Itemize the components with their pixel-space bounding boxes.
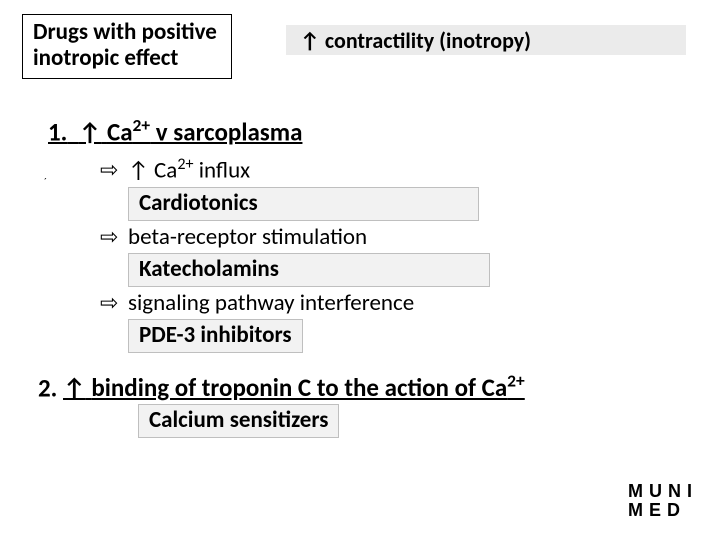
bullet-1-text: ↑ Ca2+ influx — [128, 155, 250, 185]
bullet-list: ⇨ ↑ Ca2+ influx Cardiotonics ⇨ beta-rece… — [100, 155, 490, 355]
arrow-icon: ⇨ — [100, 289, 128, 316]
bullet-2-box: Katecholamins — [128, 253, 490, 287]
logo-line2: MED — [628, 501, 698, 520]
title-box: Drugs with positive inotropic effect — [22, 14, 232, 79]
logo-line1: MUNI — [628, 482, 698, 501]
subtitle-highlight: ↑ contractility (inotropy) — [286, 25, 686, 55]
bullet-3-box: PDE-3 inhibitors — [128, 319, 490, 353]
section-2-heading: 2. ↑ binding of troponin C to the action… — [38, 370, 525, 403]
bullet-1: ⇨ ↑ Ca2+ influx — [100, 155, 490, 185]
stray-mark: ´ — [44, 175, 47, 188]
section-2-box: Calcium sensitizers — [138, 404, 339, 438]
bullet-3-text: signaling pathway interference — [128, 289, 414, 317]
subtitle-text: ↑ contractility (inotropy) — [300, 27, 531, 54]
muni-med-logo: MUNI MED — [628, 482, 698, 520]
bullet-2: ⇨ beta-receptor stimulation — [100, 223, 490, 251]
title-line1: Drugs with positive — [33, 18, 217, 46]
bullet-3: ⇨ signaling pathway interference — [100, 289, 490, 317]
arrow-icon: ⇨ — [100, 223, 128, 250]
arrow-icon: ⇨ — [100, 156, 128, 183]
title-line2: inotropic effect — [33, 44, 178, 72]
bullet-1-box: Cardiotonics — [128, 187, 490, 221]
section-1-heading: 1. ↑ Ca2+ v sarcoplasma — [48, 114, 302, 147]
bullet-2-text: beta-receptor stimulation — [128, 223, 367, 251]
